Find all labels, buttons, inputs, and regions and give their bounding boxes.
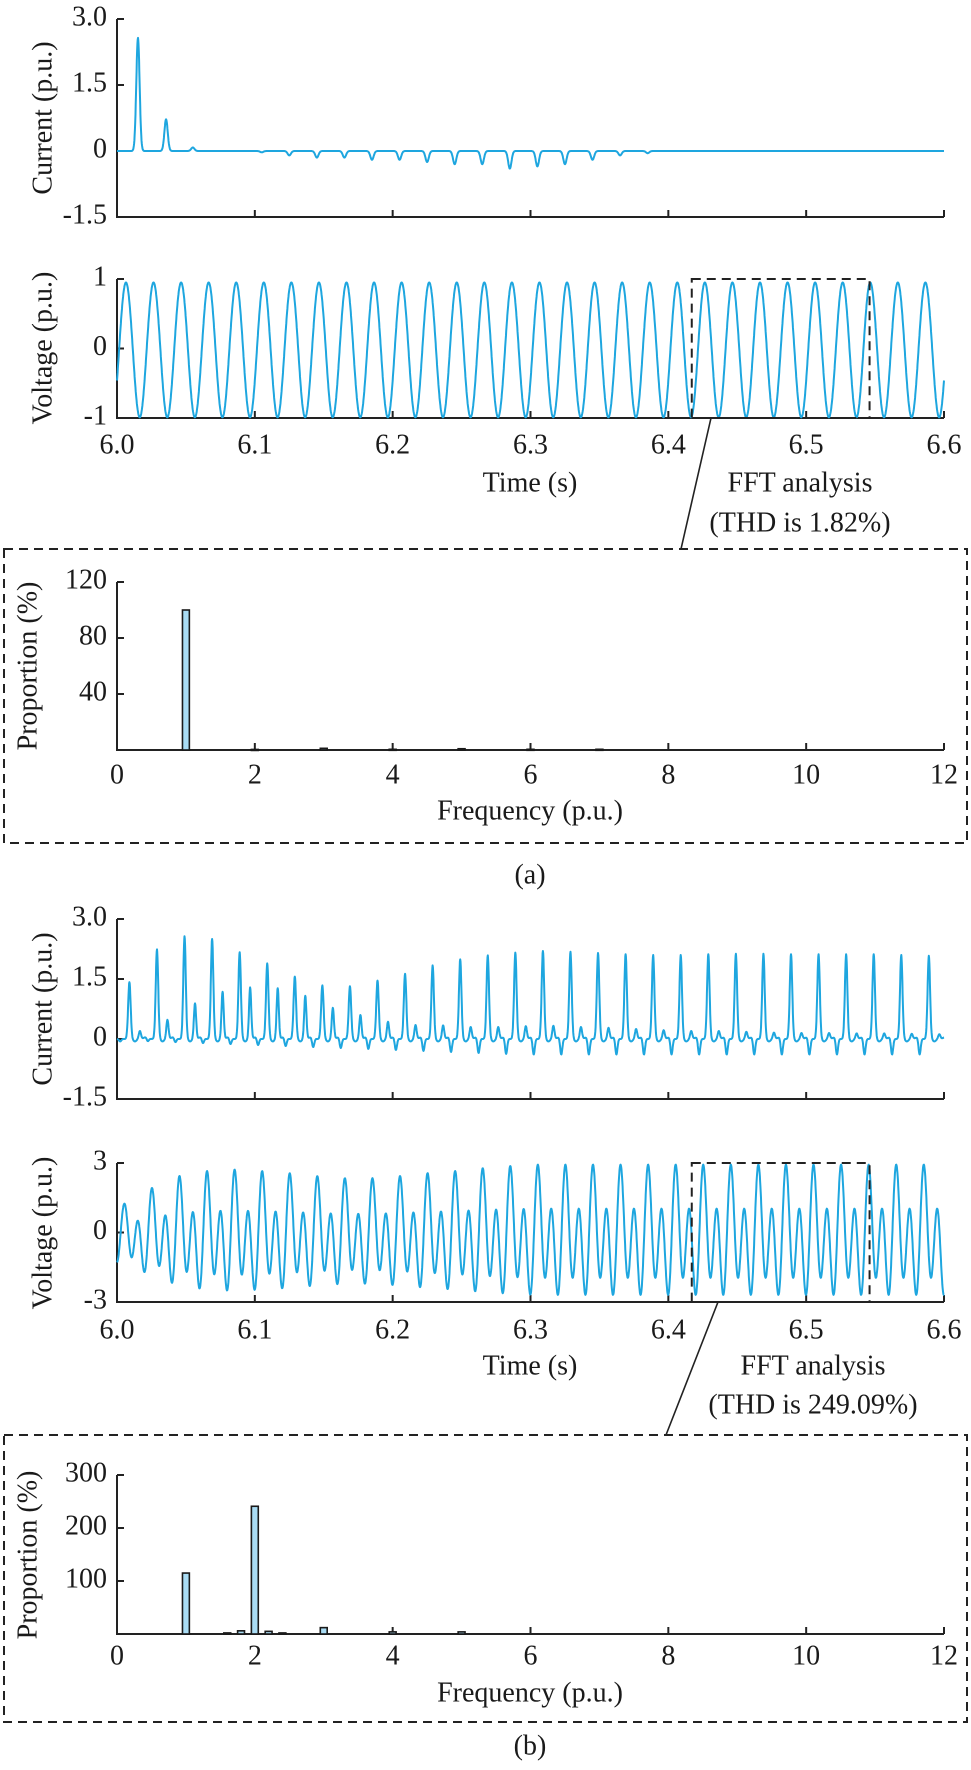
- fft-bar-a: [457, 747, 466, 751]
- fft-bar-a: [595, 748, 604, 752]
- fft-bar-b: [250, 1505, 260, 1635]
- voltage-a-xtick-label: 6.0: [100, 429, 135, 460]
- fft-bar-b: [223, 1632, 232, 1635]
- time-b-xlabel: Time (s): [483, 1350, 578, 1381]
- current-b-ytick-label: 1.5: [72, 961, 107, 992]
- caption-a: (a): [514, 859, 545, 890]
- voltage-b-ytick-label: 3: [93, 1145, 107, 1176]
- voltage-b-xtick-label: 6.4: [651, 1314, 686, 1345]
- fft-a-ytick-label: 120: [65, 564, 107, 595]
- fft-a-ytick-label: 80: [79, 620, 107, 651]
- fft-bar-a: [319, 747, 328, 751]
- voltage-b-xtick-label: 6.6: [927, 1314, 962, 1345]
- fft-b-ytick-label: 200: [65, 1510, 107, 1541]
- fft-bar-b: [236, 1630, 246, 1635]
- fft-a-xtick-label: 4: [386, 759, 400, 790]
- voltage-a-ytick-label: -1: [84, 400, 107, 431]
- voltage-b-xtick-label: 6.1: [237, 1314, 272, 1345]
- fft-a-annotation-line2: (THD is 1.82%): [709, 507, 890, 538]
- voltage-a-xtick-label: 6.5: [789, 429, 824, 460]
- fft-bar-b: [319, 1626, 328, 1635]
- voltage-a-ytick-label: 1: [93, 261, 107, 292]
- fft-window-b: [690, 1162, 871, 1303]
- voltage-b-waveform: [116, 1163, 945, 1296]
- fft-b-axes: [116, 1475, 944, 1635]
- fft-b-ytick-label: 300: [65, 1457, 107, 1488]
- voltage-a-xtick-label: 6.2: [375, 429, 410, 460]
- voltage-a-ylabel: Voltage (p.u.): [27, 272, 58, 425]
- fft-b-xtick-label: 10: [792, 1640, 820, 1671]
- current-b-ylabel: Current (p.u.): [27, 932, 58, 1085]
- current-b-ytick-label: -1.5: [63, 1081, 107, 1112]
- voltage-b-xtick-label: 6.0: [100, 1314, 135, 1345]
- fft-b-xtick-label: 12: [930, 1640, 958, 1671]
- fft-b-xtick-label: 2: [248, 1640, 262, 1671]
- fft-panel-border-b: [3, 1434, 968, 1723]
- voltage-b-axes: [116, 1163, 944, 1303]
- current-a-ytick-label: 1.5: [72, 67, 107, 98]
- fft-bar-b: [278, 1632, 287, 1635]
- voltage-b-xtick-label: 6.3: [513, 1314, 548, 1345]
- fft-a-annotation-line1: FFT analysis: [728, 467, 873, 498]
- fft-bar-a: [526, 748, 535, 752]
- fft-bar-a: [181, 609, 191, 751]
- current-a-ytick-label: -1.5: [63, 199, 107, 230]
- fft-window-a: [690, 278, 871, 419]
- fft-bar-b: [457, 1631, 466, 1635]
- fft-a-ylabel: Proportion (%): [12, 582, 43, 751]
- voltage-a-xtick-label: 6.1: [237, 429, 272, 460]
- current-a-ytick-label: 3.0: [72, 1, 107, 32]
- fft-a-xlabel: Frequency (p.u.): [437, 795, 623, 826]
- voltage-b-ytick-label: -3: [84, 1284, 107, 1315]
- caption-b: (b): [514, 1730, 547, 1761]
- fft-b-xtick-label: 0: [110, 1640, 124, 1671]
- fft-b-xtick-label: 8: [661, 1640, 675, 1671]
- current-a-waveform: [116, 36, 945, 170]
- fft-a-xtick-label: 2: [248, 759, 262, 790]
- voltage-b-ylabel: Voltage (p.u.): [27, 1157, 58, 1310]
- fft-a-ytick-label: 40: [79, 676, 107, 707]
- fft-a-xtick-label: 6: [524, 759, 538, 790]
- fft-bar-b: [181, 1572, 191, 1635]
- fft-a-xtick-label: 12: [930, 759, 958, 790]
- fft-b-annotation-line1: FFT analysis: [741, 1350, 886, 1381]
- current-b-ytick-label: 3.0: [72, 901, 107, 932]
- voltage-a-axes: [116, 279, 944, 419]
- voltage-a-xtick-label: 6.4: [651, 429, 686, 460]
- fft-connector-a: [680, 417, 712, 550]
- voltage-b-ytick-label: 0: [93, 1215, 107, 1246]
- voltage-b-xtick-label: 6.2: [375, 1314, 410, 1345]
- current-a-ytick-label: 0: [93, 133, 107, 164]
- current-b-ytick-label: 0: [93, 1021, 107, 1052]
- voltage-a-waveform: [116, 281, 945, 419]
- fft-a-xtick-label: 8: [661, 759, 675, 790]
- fft-bar-a: [250, 748, 260, 752]
- fft-b-annotation-line2: (THD is 249.09%): [708, 1389, 917, 1420]
- current-b-waveform: [116, 935, 945, 1056]
- voltage-b-xtick-label: 6.5: [789, 1314, 824, 1345]
- fft-b-ylabel: Proportion (%): [12, 1471, 43, 1640]
- voltage-a-ytick-label: 0: [93, 331, 107, 362]
- fft-b-xtick-label: 6: [524, 1640, 538, 1671]
- fft-bar-b: [388, 1631, 397, 1635]
- voltage-a-xtick-label: 6.3: [513, 429, 548, 460]
- time-a-xlabel: Time (s): [483, 467, 578, 498]
- voltage-a-xtick-label: 6.6: [927, 429, 962, 460]
- fft-b-xlabel: Frequency (p.u.): [437, 1677, 623, 1708]
- current-a-axes: [116, 19, 944, 218]
- fft-b-xtick-label: 4: [386, 1640, 400, 1671]
- fft-bar-b: [264, 1630, 273, 1635]
- fft-bar-a: [388, 748, 397, 752]
- fft-a-xtick-label: 0: [110, 759, 124, 790]
- fft-b-ytick-label: 100: [65, 1563, 107, 1594]
- fft-panel-border-a: [3, 548, 968, 844]
- chart-marks: 3.01.50-1.510-16.0 6.1 6.2 6.3 6.4 6.5 6.64080…: [3, 1, 968, 1723]
- current-a-ylabel: Current (p.u.): [27, 41, 58, 194]
- fft-a-axes: [116, 582, 944, 751]
- fft-a-xtick-label: 10: [792, 759, 820, 790]
- fft-connector-b: [665, 1301, 719, 1436]
